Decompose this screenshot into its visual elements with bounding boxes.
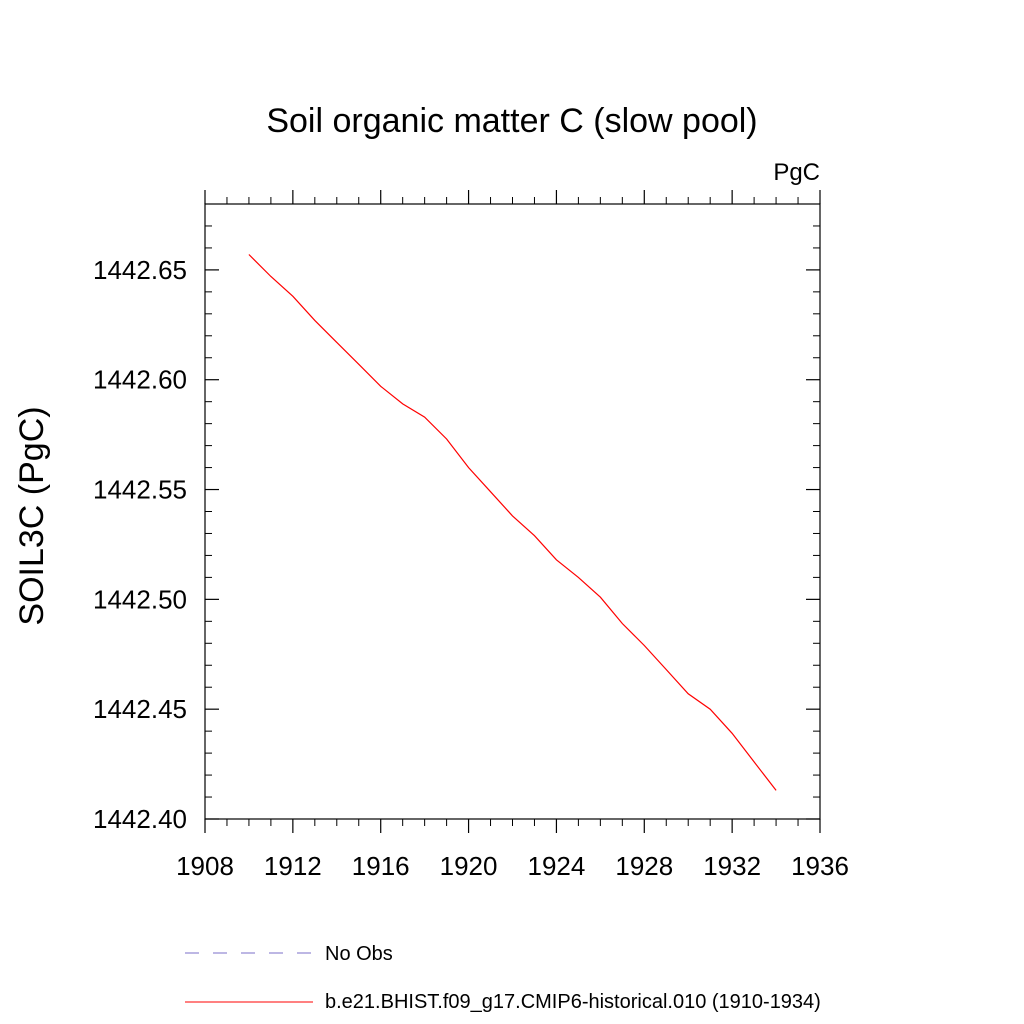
legend: No Obs b.e21.BHIST.f09_g17.CMIP6-histori… [185, 943, 821, 1013]
plot-frame [204, 203, 821, 820]
y-tick-label: 1442.55 [93, 475, 187, 505]
y-tick-label: 1442.40 [93, 804, 187, 834]
y-axis-tick-labels: 1442.40 1442.45 1442.50 1442.55 1442.60 1442.… [93, 255, 187, 834]
y-tick-label: 1442.45 [93, 694, 187, 724]
x-tick-label: 1912 [264, 851, 322, 881]
axis-ticks [204, 190, 821, 833]
x-tick-label: 1932 [703, 851, 761, 881]
series-line-historical [248, 254, 777, 791]
y-tick-label: 1442.50 [93, 584, 187, 614]
x-tick-label: 1908 [176, 851, 234, 881]
x-axis-tick-labels: 1908 1912 1916 1920 1924 1928 1932 1936 [176, 851, 849, 881]
units-label: PgC [773, 159, 820, 186]
x-tick-label: 1924 [528, 851, 586, 881]
x-tick-label: 1936 [791, 851, 849, 881]
legend-label-no-obs: No Obs [325, 943, 393, 965]
x-tick-label: 1928 [615, 851, 673, 881]
legend-label-historical: b.e21.BHIST.f09_g17.CMIP6-historical.010… [325, 991, 821, 1013]
y-axis-label: SOIL3C (PgC) [13, 406, 51, 625]
chart-title: Soil organic matter C (slow pool) [266, 102, 757, 140]
y-tick-label: 1442.60 [93, 365, 187, 395]
y-tick-label: 1442.65 [93, 255, 187, 285]
x-tick-label: 1916 [352, 851, 410, 881]
series-layer [248, 254, 777, 791]
x-tick-label: 1920 [440, 851, 498, 881]
